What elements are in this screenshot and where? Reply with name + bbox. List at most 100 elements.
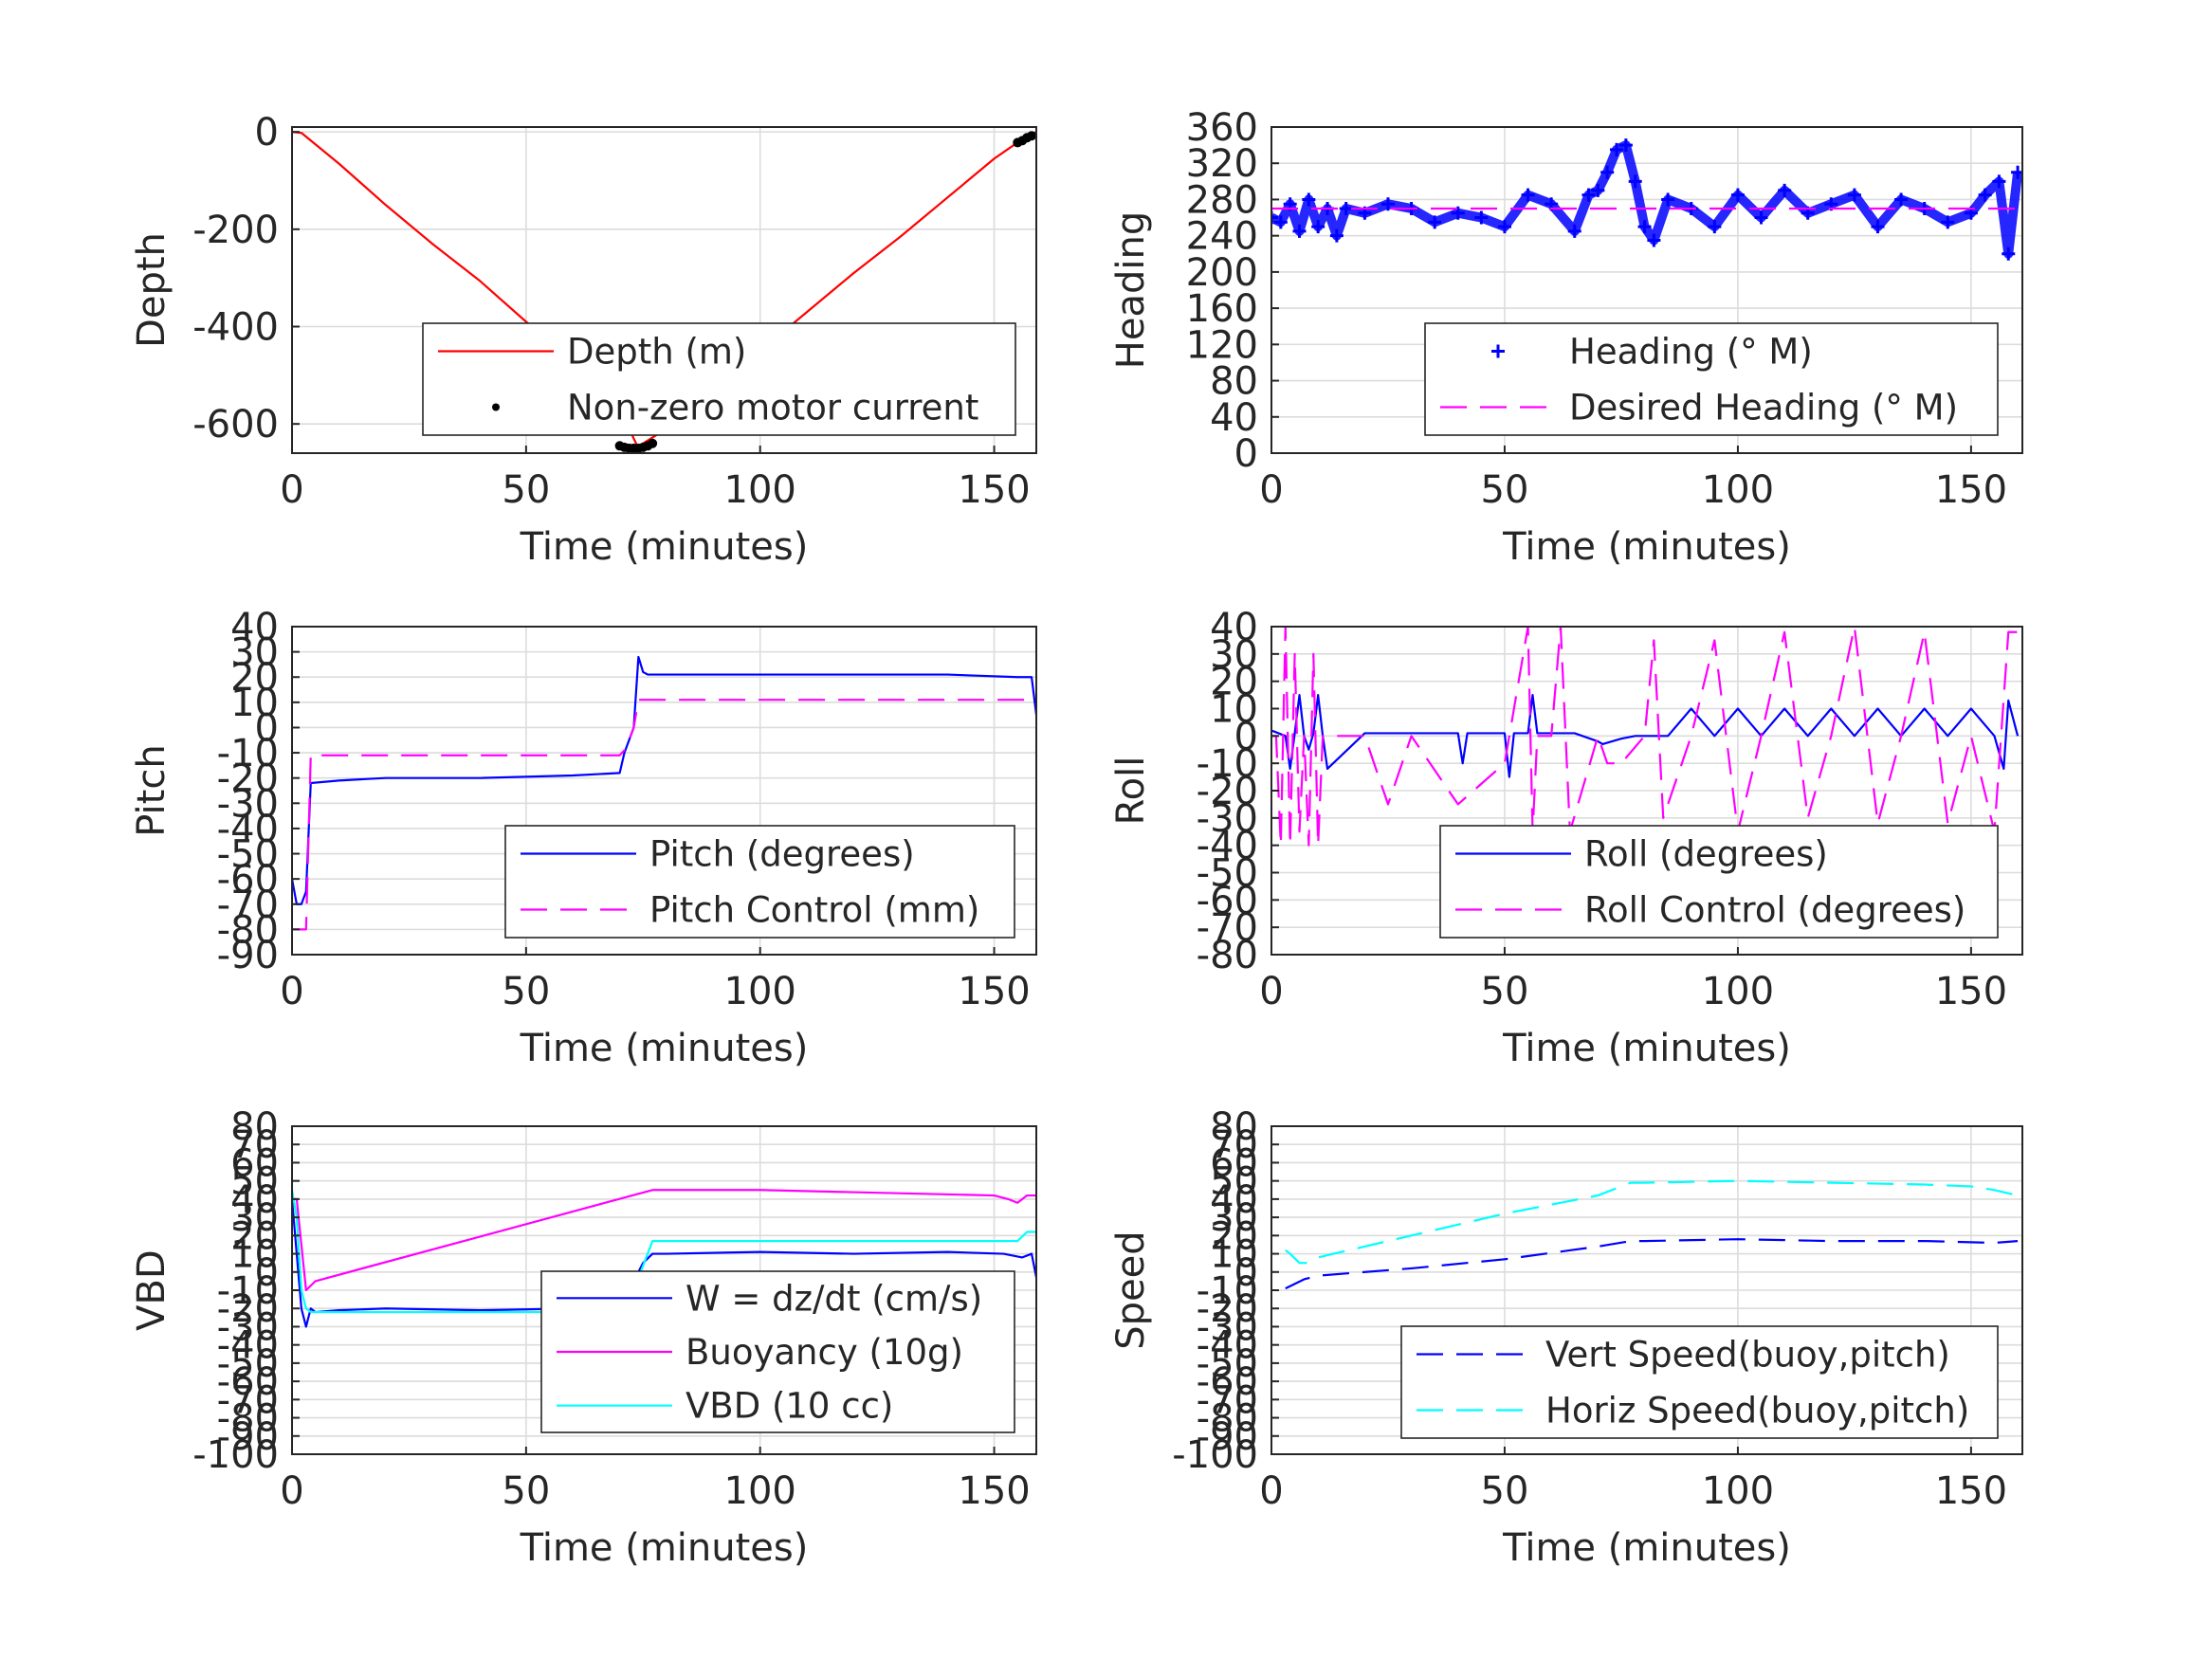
y-tick-label: -70	[1197, 906, 1258, 950]
data-point-marker	[1628, 174, 1642, 189]
x-axis-label: Time (minutes)	[1502, 1526, 1791, 1570]
plot-area	[1285, 1179, 2019, 1290]
y-tick-label: 10	[1210, 1233, 1258, 1277]
legend-label: Desired Heading (° M)	[1569, 388, 1958, 428]
y-tick-label: -90	[217, 934, 279, 977]
y-tick-label: 10	[1210, 688, 1258, 732]
y-tick-label: -10	[1197, 1269, 1258, 1313]
y-tick-label: 30	[1210, 633, 1258, 677]
x-tick-label: 50	[1481, 468, 1529, 512]
legend-label: Depth (m)	[567, 332, 746, 373]
x-tick-label: 100	[1702, 468, 1774, 512]
x-axis-label: Time (minutes)	[1502, 525, 1791, 569]
x-tick-label: 100	[724, 468, 796, 512]
data-point-marker	[1271, 210, 1278, 225]
y-tick-label: -90	[1197, 1415, 1258, 1459]
y-tick-label: -20	[217, 757, 279, 801]
y-tick-label: 0	[1234, 1251, 1258, 1295]
y-axis-label: Depth	[130, 232, 174, 348]
y-tick-label: 80	[1210, 360, 1258, 404]
x-tick-label: 100	[724, 970, 796, 1013]
legend: Roll (degrees) Roll Control (degrees)	[1439, 825, 1999, 939]
data-point-marker	[1474, 210, 1489, 225]
data-point-marker	[1661, 192, 1675, 207]
data-point-marker	[2002, 246, 2016, 261]
data-point-marker	[1302, 192, 1316, 207]
legend-label: Heading (° M)	[1569, 332, 1813, 373]
legend: Heading (° M) Desired Heading (° M)	[1424, 322, 1999, 436]
legend-label: Pitch Control (mm)	[649, 890, 979, 931]
y-tick-label: -20	[217, 1287, 279, 1331]
x-tick-label: 100	[1702, 1469, 1774, 1513]
subplot-6: 0 50 100 150-100-90-80-70-60-50-40-30-20-10…	[1109, 1105, 2023, 1570]
series-line-1	[1285, 1179, 2019, 1265]
y-tick-label: -30	[1197, 1305, 1258, 1349]
y-tick-label: -100	[1172, 1433, 1258, 1477]
y-tick-label: 50	[230, 1160, 279, 1204]
y-tick-label: -60	[1197, 879, 1258, 922]
y-tick-label: 30	[1210, 1196, 1258, 1240]
data-point-marker	[1600, 165, 1615, 179]
y-tick-label: -70	[1197, 1378, 1258, 1422]
y-axis-label: Pitch	[130, 744, 174, 836]
y-tick-label: -60	[217, 1360, 279, 1404]
axes-frame	[291, 126, 1037, 454]
y-tick-label: 320	[1186, 142, 1258, 186]
legend-marker	[492, 403, 500, 411]
data-point-marker	[1708, 220, 1722, 234]
data-point-marker	[1941, 215, 1955, 229]
legend-marker	[1491, 344, 1505, 358]
series-line-1	[292, 699, 1036, 931]
x-tick-label: 150	[1935, 468, 2007, 512]
y-tick-label: -40	[217, 808, 279, 851]
y-tick-label: -100	[192, 1433, 279, 1477]
subplot-5: 0 50 100 150-100-90-80-70-60-50-40-30-20-10…	[130, 1105, 1037, 1570]
y-tick-label: 10	[230, 682, 279, 725]
x-tick-label: 50	[1481, 1469, 1529, 1513]
data-point-marker	[1428, 215, 1442, 229]
x-tick-label: 50	[502, 970, 550, 1013]
data-point-marker	[1581, 188, 1596, 202]
y-tick-label: -80	[217, 1397, 279, 1441]
data-point-marker	[1339, 202, 1353, 215]
y-tick-label: 280	[1186, 178, 1258, 222]
series-line-0	[1271, 693, 2020, 778]
y-tick-label: 200	[1186, 251, 1258, 295]
y-tick-label: -40	[1197, 1324, 1258, 1368]
y-tick-label: 80	[1210, 1105, 1258, 1149]
y-tick-label: -30	[1197, 797, 1258, 841]
y-tick-label: -30	[217, 782, 279, 826]
x-tick-label: 150	[958, 970, 1030, 1013]
data-point-marker	[1778, 183, 1792, 197]
x-tick-label: 150	[958, 468, 1030, 512]
legend-label: Buoyancy (10g)	[686, 1332, 963, 1373]
y-tick-label: 60	[1210, 1141, 1258, 1185]
y-axis-label: Speed	[1109, 1231, 1153, 1349]
x-axis-label: Time (minutes)	[520, 525, 809, 569]
y-tick-label: 40	[230, 1178, 279, 1222]
y-tick-label: 120	[1186, 323, 1258, 367]
y-tick-label: 20	[1210, 1214, 1258, 1258]
y-tick-label: 40	[1210, 1178, 1258, 1222]
data-point-marker	[1894, 192, 1909, 207]
legend-label: W = dz/dt (cm/s)	[686, 1278, 982, 1319]
legend: Depth (m) Non-zero motor current	[422, 322, 1016, 436]
legend-box	[1424, 322, 1999, 436]
y-tick-label: 40	[1210, 396, 1258, 440]
y-tick-label: -50	[217, 833, 279, 877]
data-point-marker	[1451, 206, 1465, 220]
axes-frame	[291, 626, 1037, 956]
y-tick-label: 10	[230, 1233, 279, 1277]
x-tick-label: 100	[1702, 970, 1774, 1013]
y-tick-label: 60	[230, 1141, 279, 1185]
y-tick-label: -80	[1197, 934, 1258, 977]
plot-area	[292, 655, 1036, 931]
y-tick-label: -60	[1197, 1360, 1258, 1404]
axes-frame	[1271, 126, 2023, 454]
y-tick-label: 40	[230, 606, 279, 649]
y-tick-label: 40	[1210, 606, 1258, 649]
legend-label: Roll Control (degrees)	[1584, 890, 1965, 931]
plot-area	[1271, 627, 2020, 847]
data-point-marker	[1027, 131, 1036, 141]
y-tick-label: 0	[255, 1251, 279, 1295]
